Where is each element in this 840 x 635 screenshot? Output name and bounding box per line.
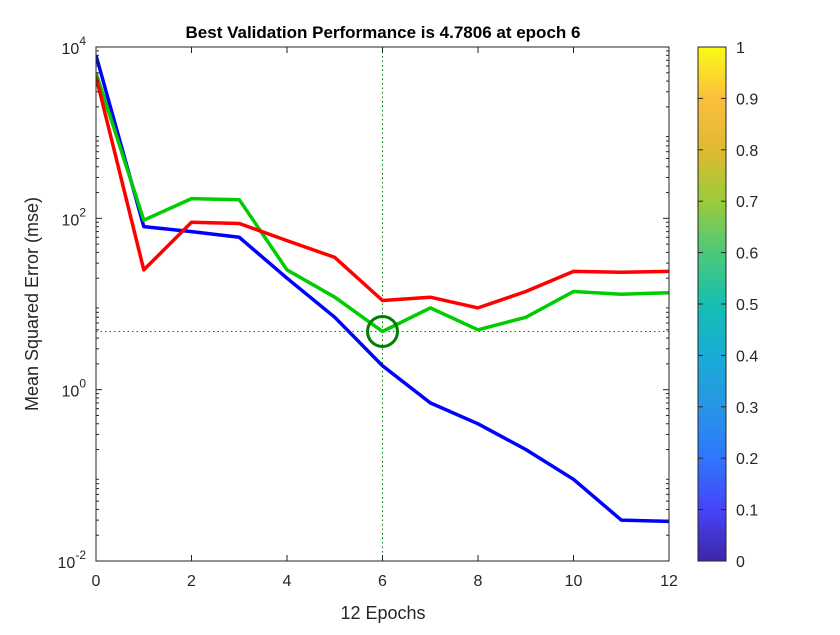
x-tick-label: 0 <box>92 573 101 590</box>
y-axis-label: Mean Squared Error (mse) <box>22 197 42 411</box>
series-line-2 <box>96 72 669 334</box>
colorbar-ticks: 0 0.1 0.2 0.3 0.4 0.5 0.6 0.7 0.8 0.9 1 <box>698 40 758 571</box>
colorbar-tick-label: 0.5 <box>736 297 758 314</box>
x-tick-label: 6 <box>378 573 387 590</box>
colorbar-tick-label: 0.4 <box>736 348 758 365</box>
colorbar-tick-label: 0.7 <box>736 194 758 211</box>
y-tick-label: 102 <box>62 205 87 229</box>
colorbar: 0 0.1 0.2 0.3 0.4 0.5 0.6 0.7 0.8 0.9 1 <box>697 40 758 571</box>
x-axis: 0 2 4 6 8 10 12 <box>92 47 678 590</box>
colorbar-tick-label: 0.8 <box>736 143 758 160</box>
series-line-3 <box>96 76 669 310</box>
colorbar-tick-label: 0.1 <box>736 503 758 520</box>
colorbar-tick-label: 0.3 <box>736 400 758 417</box>
x-axis-label: 12 Epochs <box>340 603 425 623</box>
x-tick-label: 4 <box>283 573 292 590</box>
x-tick-label: 10 <box>565 573 583 590</box>
x-tick-label: 8 <box>474 573 483 590</box>
series-line-1 <box>96 54 669 524</box>
x-tick-label: 2 <box>187 573 196 590</box>
colorbar-tick-label: 0 <box>736 554 745 571</box>
best-guides <box>96 47 669 561</box>
colorbar-tick-label: 0.6 <box>736 246 758 263</box>
y-tick-label: 100 <box>62 377 87 401</box>
y-tick-label: 10-2 <box>58 548 87 572</box>
y-axis: 10-2 100 102 104 <box>58 34 669 572</box>
colorbar-tick-label: 0.2 <box>736 451 758 468</box>
colorbar-tick-label: 1 <box>736 40 745 57</box>
x-tick-label: 12 <box>660 573 678 590</box>
colorbar-tick-label: 0.9 <box>736 91 758 108</box>
best-validation-marker <box>366 314 399 348</box>
chart-title: Best Validation Performance is 4.7806 at… <box>186 23 581 42</box>
y-tick-label: 104 <box>62 34 87 58</box>
best-marker-layer <box>366 314 399 348</box>
series-layer <box>96 54 669 524</box>
